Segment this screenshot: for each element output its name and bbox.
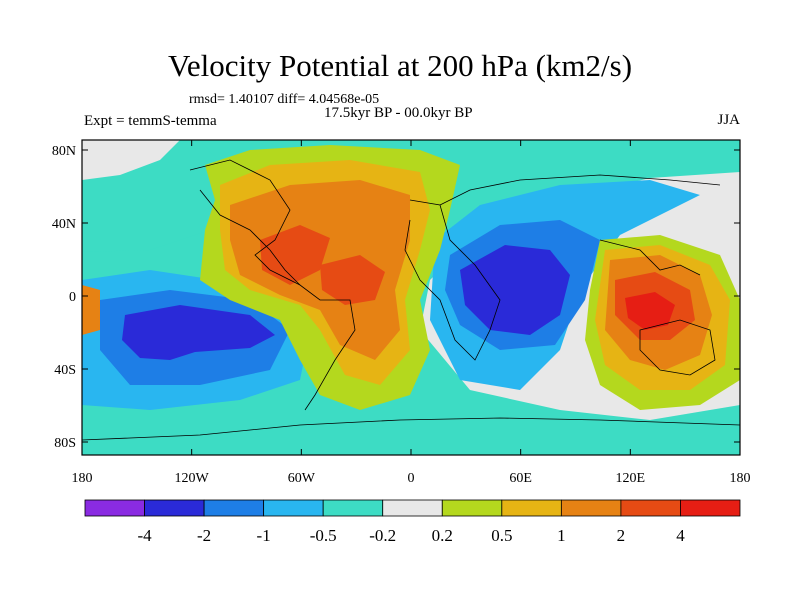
colorbar-swatch bbox=[441, 499, 503, 517]
colorbar-label: 1 bbox=[557, 526, 566, 545]
colorbar-swatch bbox=[144, 499, 205, 517]
colorbar-label: -2 bbox=[197, 526, 211, 545]
colorbar-label: -0.2 bbox=[369, 526, 396, 545]
colorbar-swatch bbox=[501, 499, 562, 517]
rmsd-diff-text: rmsd= 1.40107 diff= 4.04568e-05 bbox=[189, 92, 380, 107]
period-text: 17.5kyr BP - 00.0kyr BP bbox=[324, 105, 473, 121]
x-tick-label: 60W bbox=[288, 471, 316, 486]
colorbar-label: -0.5 bbox=[310, 526, 337, 545]
colorbar-label: 4 bbox=[676, 526, 685, 545]
colorbar-swatch bbox=[560, 499, 622, 517]
y-tick-label: 40S bbox=[54, 363, 76, 378]
x-tick-label: 180 bbox=[72, 471, 93, 486]
y-tick-label: 40N bbox=[52, 217, 76, 232]
x-tick-label: 0 bbox=[408, 471, 415, 486]
y-tick-label: 80N bbox=[52, 144, 76, 159]
season-label: JJA bbox=[717, 112, 740, 128]
x-tick-label: 180 bbox=[730, 471, 751, 486]
colorbar: -4 -2 -1 -0.5 -0.2 0.2 0.5 1 2 4 bbox=[84, 499, 741, 545]
colorbar-swatch bbox=[263, 499, 324, 517]
x-axis: 180 120W 60W 0 60E 120E 180 bbox=[72, 140, 751, 486]
colorbar-label: 2 bbox=[617, 526, 626, 545]
x-tick-label: 120E bbox=[616, 471, 646, 486]
colorbar-swatch bbox=[382, 499, 443, 517]
colorbar-swatch bbox=[680, 499, 741, 517]
colorbar-label: 0.2 bbox=[432, 526, 453, 545]
y-tick-label: 80S bbox=[54, 436, 76, 451]
plot-title: Velocity Potential at 200 hPa (km2/s) bbox=[167, 48, 633, 83]
experiment-label: Expt = temmS-temma bbox=[84, 113, 217, 129]
colorbar-swatch bbox=[84, 499, 145, 517]
x-tick-label: 60E bbox=[509, 471, 532, 486]
x-tick-label: 120W bbox=[175, 471, 210, 486]
contour-field bbox=[82, 140, 740, 455]
colorbar-swatch bbox=[322, 499, 384, 517]
colorbar-label: -1 bbox=[257, 526, 271, 545]
colorbar-label: 0.5 bbox=[491, 526, 512, 545]
y-tick-label: 0 bbox=[69, 290, 76, 305]
colorbar-swatch bbox=[620, 499, 681, 517]
colorbar-label: -4 bbox=[137, 526, 152, 545]
y-axis: 80N 40N 0 40S 80S bbox=[52, 144, 740, 451]
colorbar-swatch bbox=[203, 499, 265, 517]
